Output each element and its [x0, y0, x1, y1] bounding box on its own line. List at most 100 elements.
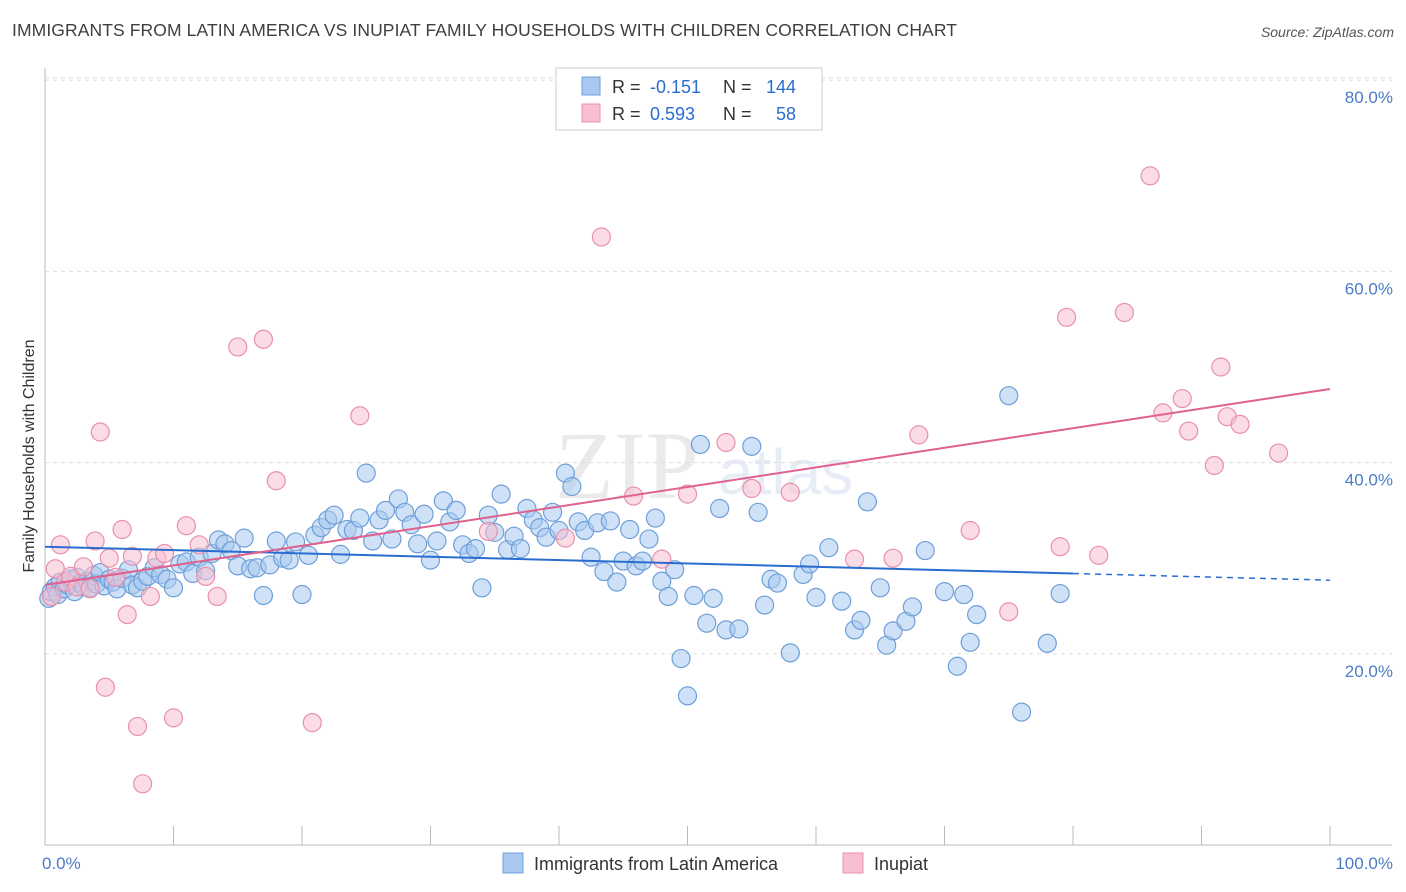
data-point [639, 529, 659, 549]
data-point [909, 425, 929, 445]
data-point [844, 549, 865, 569]
data-point [902, 597, 922, 617]
data-point [645, 508, 665, 528]
correlation-legend: R = -0.151 N = 144 R = 0.593 N = 58 [555, 67, 823, 131]
data-point [99, 548, 119, 568]
data-point [302, 713, 322, 733]
y-tick-label: 40.0% [1345, 471, 1393, 490]
data-point [279, 550, 299, 570]
data-point [748, 502, 768, 522]
x-tick-label-max: 100.0% [1335, 854, 1393, 873]
trend-lines [44, 387, 1331, 586]
data-point [799, 554, 820, 574]
data-point [228, 337, 248, 357]
trendline-immigrants [44, 545, 1074, 575]
data-point [754, 595, 775, 615]
data-point [154, 543, 175, 564]
data-point [999, 386, 1019, 406]
axes [44, 68, 1392, 846]
y-axis-label: Family Households with Children [21, 340, 38, 573]
data-point [1268, 443, 1289, 463]
legend-swatch-blue [581, 76, 601, 96]
data-point [45, 559, 65, 579]
data-point [414, 504, 434, 524]
legend-n-value-2: 58 [776, 104, 796, 124]
data-point [832, 591, 852, 611]
data-point [207, 586, 227, 607]
data-point [934, 582, 955, 602]
source-credit: Source: ZipAtlas.com [1260, 24, 1394, 40]
data-point [658, 586, 678, 607]
series-immigrants-latin-america [39, 386, 1070, 722]
data-point [196, 566, 216, 586]
y-tick-labels: 20.0% 40.0% 60.0% 80.0% [1345, 88, 1393, 681]
data-point [350, 508, 370, 528]
data-point [491, 484, 511, 504]
data-point [632, 551, 653, 571]
data-point [1037, 633, 1057, 653]
legend-n-label-1: N = [723, 77, 752, 97]
series-legend: Immigrants from Latin America Inupiat [502, 852, 928, 874]
data-point [140, 586, 160, 607]
data-point [106, 567, 126, 587]
chart-title: IMMIGRANTS FROM LATIN AMERICA VS INUPIAT… [12, 20, 958, 40]
data-point [1050, 537, 1070, 557]
data-point [677, 686, 698, 706]
data-point [767, 573, 788, 593]
trendline-immigrants-extension [1072, 572, 1331, 581]
data-point [189, 535, 209, 555]
legend-n-value-1: 144 [766, 77, 796, 97]
data-point [478, 505, 498, 525]
x-tick-label-min: 0.0% [42, 854, 81, 873]
data-point [408, 534, 428, 554]
data-point [915, 540, 935, 561]
data-point [716, 432, 736, 453]
data-point [234, 528, 254, 548]
data-point [883, 548, 903, 568]
trendline-inupiat [44, 387, 1331, 586]
data-point [1140, 166, 1160, 186]
data-point [324, 505, 344, 525]
data-point [960, 520, 980, 541]
data-point [1179, 421, 1199, 441]
data-point [947, 656, 967, 676]
legend-r-label-1: R = [612, 77, 641, 97]
data-point [176, 516, 196, 536]
legend-r-value-2: 0.593 [650, 104, 695, 124]
data-point [620, 519, 640, 540]
data-point [607, 572, 627, 592]
y-tick-label: 20.0% [1345, 662, 1393, 681]
data-point [1089, 545, 1109, 565]
data-point [870, 578, 890, 598]
legend-r-label-2: R = [612, 104, 641, 124]
data-point [465, 539, 486, 559]
data-point [555, 528, 576, 548]
data-point [1011, 702, 1032, 722]
data-point [298, 545, 319, 565]
data-point [1211, 357, 1231, 377]
data-point [562, 476, 582, 497]
data-point [117, 605, 137, 625]
data-point [50, 535, 71, 555]
data-point [41, 586, 62, 607]
data-point [382, 529, 402, 549]
data-point [742, 436, 762, 456]
series-inupiat [41, 166, 1289, 794]
data-point [1172, 388, 1192, 409]
data-point [266, 531, 286, 551]
data-point [690, 434, 710, 455]
data-point [684, 585, 704, 606]
data-point [1204, 455, 1224, 476]
y-tick-label: 80.0% [1345, 88, 1393, 107]
data-point [742, 478, 762, 499]
data-point [677, 484, 698, 504]
data-point [446, 500, 466, 520]
data-point [594, 561, 614, 582]
data-point [472, 578, 492, 598]
data-point [780, 482, 800, 502]
data-point [350, 406, 370, 426]
data-point [510, 539, 531, 559]
data-point [478, 521, 498, 542]
data-point [954, 584, 974, 605]
